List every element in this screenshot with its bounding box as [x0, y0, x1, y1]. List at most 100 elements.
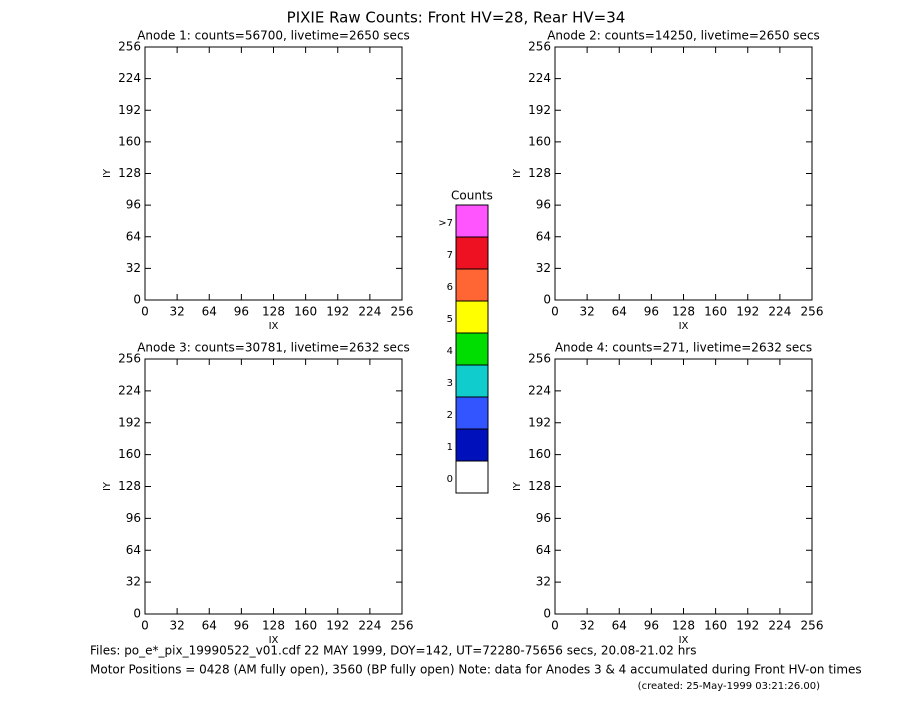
x-tick-label: 64 — [612, 305, 627, 319]
footer-files: Files: po_e*_pix_19990522_v01.cdf 22 MAY… — [90, 644, 697, 658]
figure-title: PIXIE Raw Counts: Front HV=28, Rear HV=3… — [287, 9, 626, 27]
y-tick-label: 64 — [126, 229, 141, 243]
x-tick-label: 96 — [644, 619, 659, 633]
x-tick-label: 32 — [579, 619, 594, 633]
x-tick-label: 256 — [801, 305, 824, 319]
x-tick-label: 160 — [704, 305, 727, 319]
y-tick-label: 0 — [543, 607, 551, 621]
x-tick-label: 64 — [202, 619, 217, 633]
y-tick-label: 224 — [528, 71, 551, 85]
y-tick-label: 128 — [528, 166, 551, 180]
x-tick-label: 256 — [391, 305, 414, 319]
y-tick-label: 192 — [118, 103, 141, 117]
y-tick-label: 224 — [118, 383, 141, 397]
colorbar-title: Counts — [451, 189, 493, 203]
footer-created: (created: 25-May-1999 03:21:26.00) — [638, 681, 820, 692]
y-tick-label: 224 — [118, 71, 141, 85]
y-axis-label: IY — [102, 481, 113, 491]
y-tick-label: 32 — [126, 261, 141, 275]
x-tick-label: 0 — [551, 305, 559, 319]
y-tick-label: 192 — [118, 415, 141, 429]
x-tick-label: 192 — [326, 305, 349, 319]
y-tick-label: 192 — [528, 415, 551, 429]
colorbar-label: 5 — [447, 314, 453, 325]
y-tick-label: 160 — [118, 134, 141, 148]
y-tick-label: 0 — [133, 607, 141, 621]
colorbar-swatch — [455, 364, 489, 398]
x-tick-label: 0 — [141, 619, 149, 633]
x-tick-label: 224 — [768, 619, 791, 633]
x-tick-label: 32 — [579, 305, 594, 319]
y-tick-label: 64 — [536, 543, 551, 557]
x-tick-label: 64 — [202, 305, 217, 319]
y-tick-label: 224 — [528, 383, 551, 397]
y-tick-label: 0 — [543, 293, 551, 307]
plot-area — [554, 358, 813, 615]
x-tick-label: 192 — [326, 619, 349, 633]
y-tick-label: 160 — [118, 447, 141, 461]
y-tick-label: 96 — [536, 198, 551, 212]
colorbar-label: 7 — [447, 250, 453, 261]
colorbar-swatch — [455, 428, 489, 462]
x-tick-label: 0 — [141, 305, 149, 319]
x-tick-label: 128 — [262, 305, 285, 319]
y-tick-label: 96 — [126, 198, 141, 212]
y-tick-label: 96 — [536, 511, 551, 525]
colorbar-label: 3 — [447, 378, 453, 389]
x-axis-label: IX — [679, 321, 689, 332]
x-tick-label: 128 — [672, 619, 695, 633]
y-tick-label: 32 — [536, 261, 551, 275]
colorbar-label: 4 — [447, 346, 453, 357]
plot-area — [144, 358, 403, 615]
y-tick-label: 128 — [528, 479, 551, 493]
panel-title: Anode 4: counts=271, livetime=2632 secs — [555, 341, 812, 355]
colorbar-label: 0 — [447, 474, 453, 485]
colorbar-swatch — [455, 332, 489, 366]
y-tick-label: 256 — [528, 352, 551, 366]
y-axis-label: IY — [102, 168, 113, 178]
x-tick-label: 0 — [551, 619, 559, 633]
colorbar-label: >7 — [438, 218, 453, 229]
y-tick-label: 64 — [536, 229, 551, 243]
x-tick-label: 96 — [644, 305, 659, 319]
x-tick-label: 192 — [736, 619, 759, 633]
colorbar-swatch — [455, 236, 489, 270]
y-axis-label: IY — [512, 168, 523, 178]
y-tick-label: 128 — [118, 166, 141, 180]
y-tick-label: 256 — [118, 40, 141, 54]
footer-motor: Motor Positions = 0428 (AM fully open), … — [90, 663, 862, 677]
plot-area — [144, 46, 403, 301]
x-tick-label: 64 — [612, 619, 627, 633]
x-tick-label: 128 — [672, 305, 695, 319]
y-tick-label: 256 — [118, 352, 141, 366]
y-tick-label: 32 — [126, 575, 141, 589]
panel-title: Anode 2: counts=14250, livetime=2650 sec… — [547, 29, 820, 43]
y-tick-label: 32 — [536, 575, 551, 589]
x-tick-label: 160 — [704, 619, 727, 633]
panel-title: Anode 1: counts=56700, livetime=2650 sec… — [137, 29, 410, 43]
colorbar-label: 6 — [447, 282, 453, 293]
x-tick-label: 256 — [391, 619, 414, 633]
colorbar-label: 1 — [447, 442, 453, 453]
y-tick-label: 160 — [528, 447, 551, 461]
x-axis-label: IX — [269, 321, 279, 332]
x-tick-label: 160 — [294, 619, 317, 633]
x-tick-label: 32 — [169, 305, 184, 319]
y-tick-label: 128 — [118, 479, 141, 493]
colorbar-label: 2 — [447, 410, 453, 421]
x-tick-label: 256 — [801, 619, 824, 633]
y-tick-label: 0 — [133, 293, 141, 307]
x-axis-label: IX — [679, 635, 689, 646]
y-tick-label: 256 — [528, 40, 551, 54]
x-tick-label: 32 — [169, 619, 184, 633]
colorbar-swatch — [455, 268, 489, 302]
y-tick-label: 160 — [528, 134, 551, 148]
colorbar-swatch — [455, 300, 489, 334]
x-tick-label: 96 — [234, 305, 249, 319]
y-axis-label: IY — [512, 481, 523, 491]
x-tick-label: 224 — [768, 305, 791, 319]
y-tick-label: 64 — [126, 543, 141, 557]
x-tick-label: 96 — [234, 619, 249, 633]
colorbar-swatch — [455, 460, 489, 494]
